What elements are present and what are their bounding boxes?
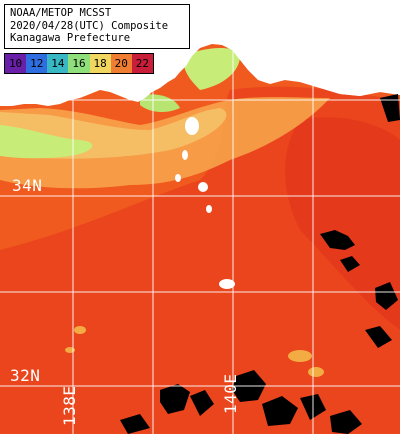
temperature-legend: 10 12 14 16 18 20 22 xyxy=(4,53,154,74)
cloud-patch xyxy=(330,410,362,434)
cloud-patch xyxy=(160,384,190,414)
cloud-patch xyxy=(365,326,392,348)
legend-item-14: 14 xyxy=(47,54,69,73)
cool-coastal-water-west xyxy=(0,125,93,159)
cloud-patch xyxy=(262,396,298,426)
warm-water-core xyxy=(285,117,400,331)
legend-item-22: 22 xyxy=(131,54,153,73)
cool-coastal-water-bay xyxy=(183,48,241,90)
legend-label: 20 xyxy=(114,57,128,70)
legend-item-10: 10 xyxy=(5,54,27,73)
warm-patch xyxy=(288,350,312,362)
legend-label: 22 xyxy=(135,57,150,70)
cloud-patch xyxy=(340,256,360,272)
legend-label: 12 xyxy=(30,57,44,70)
legend-item-20: 20 xyxy=(110,54,132,73)
title-line-3: Kanagawa Prefecture xyxy=(10,32,131,44)
lat-label-34n: 34N xyxy=(12,176,43,195)
warm-speckles xyxy=(65,326,324,377)
island-kozushima xyxy=(198,182,208,192)
island-toshima xyxy=(182,150,188,160)
title-line-2: 2020/04/28(UTC) Composite xyxy=(10,19,169,32)
island-niijima xyxy=(175,174,181,182)
legend-label: 18 xyxy=(93,57,107,70)
lon-label-138e: 138E xyxy=(60,385,79,426)
land-boso-peninsula xyxy=(262,70,400,96)
title-line-1: NOAA/METOP MCSST xyxy=(10,7,112,19)
cloud-patch xyxy=(120,414,150,434)
cool-coastal-water-sagami xyxy=(140,94,180,112)
cloud-patch xyxy=(380,94,400,122)
legend-label: 14 xyxy=(51,57,65,70)
legend-item-16: 16 xyxy=(68,54,90,73)
legend-item-18: 18 xyxy=(89,54,111,73)
lon-label-140e: 140E xyxy=(221,373,240,414)
island-hachijojima xyxy=(219,279,235,289)
island-oshima xyxy=(185,117,199,135)
legend-label: 16 xyxy=(72,57,86,70)
legend-item-12: 12 xyxy=(26,54,48,73)
cloud-patch xyxy=(375,282,398,310)
cloud-patch xyxy=(190,390,214,416)
legend-label: 10 xyxy=(8,57,23,70)
title-box: NOAA/METOP MCSST 2020/04/28(UTC) Composit… xyxy=(4,4,190,49)
warm-patch xyxy=(74,326,86,334)
lat-label-32n: 32N xyxy=(10,366,41,385)
warm-patch xyxy=(308,367,324,377)
cloud-patch xyxy=(320,230,355,250)
island-miyakejima xyxy=(206,205,212,213)
